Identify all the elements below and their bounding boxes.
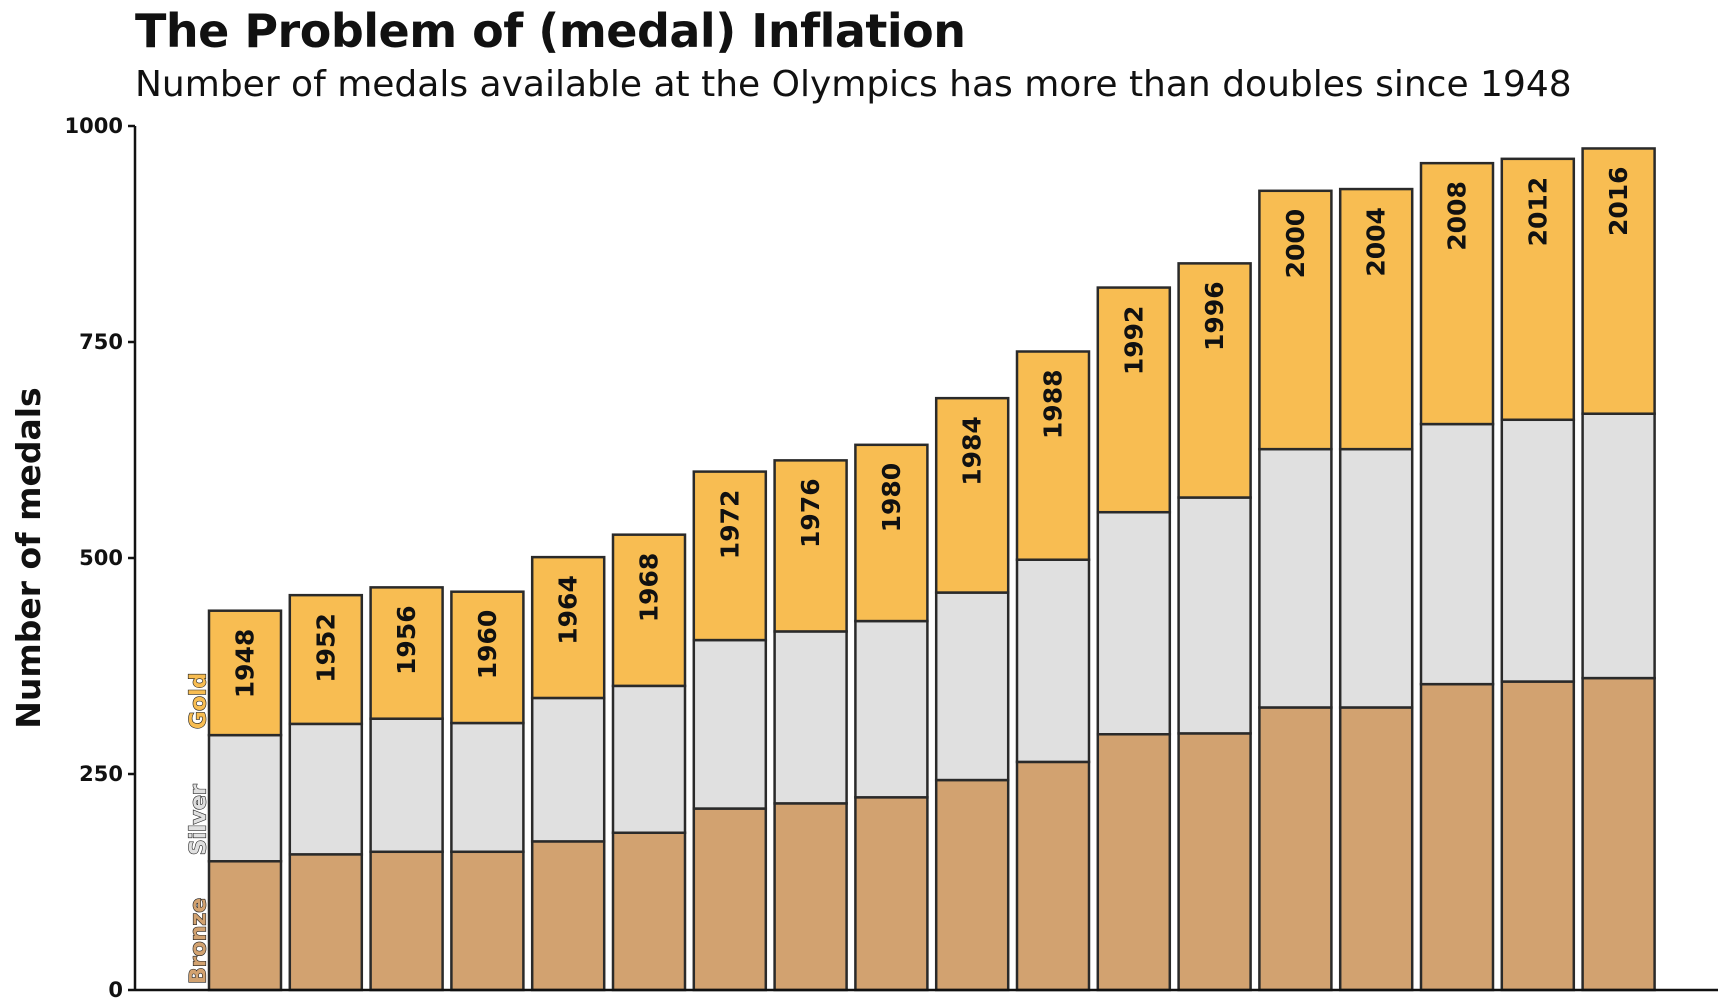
year-label-2012: 2012 [1523, 177, 1552, 247]
year-label-1964: 1964 [554, 575, 583, 645]
bar-bronze-2016 [1581, 676, 1656, 992]
bar-bronze-1948 [207, 860, 283, 992]
y-tick-label-250: 250 [79, 762, 123, 786]
bar-gold-1960 [450, 590, 525, 725]
year-label-1992: 1992 [1119, 306, 1148, 376]
bar-silver-1976 [773, 630, 848, 805]
bar-silver-1956 [369, 717, 444, 854]
year-label-2008: 2008 [1443, 181, 1472, 251]
bar-bronze-1952 [288, 853, 364, 992]
bar-gold-1980 [854, 443, 929, 623]
bar-bronze-2000 [1258, 706, 1333, 992]
year-label-1952: 1952 [311, 613, 340, 683]
bars-layer: 1948 1952 1956 1960 1964 1968 1972 1976 1980 1984… [186, 147, 1656, 992]
bar-silver-1988 [1015, 558, 1091, 764]
year-label-1976: 1976 [796, 478, 825, 548]
bar-silver-1980 [854, 619, 929, 799]
bar-gold-1992 [1096, 286, 1172, 514]
bar-bronze-2004 [1338, 706, 1414, 992]
bar-silver-2008 [1419, 422, 1495, 686]
bar-gold-1964 [530, 555, 606, 700]
bar-bronze-1976 [773, 802, 848, 992]
y-tick-label-500: 500 [79, 546, 123, 570]
bar-silver-1960 [450, 721, 525, 854]
bar-silver-1972 [692, 638, 768, 810]
bar-bronze-1956 [369, 850, 444, 992]
y-tick-label-1000: 1000 [65, 114, 123, 138]
bar-bronze-2008 [1419, 682, 1495, 992]
bar-silver-2004 [1338, 447, 1414, 709]
bar-silver-2012 [1500, 418, 1576, 683]
axes-layer: 0 250 500 750 1000 [65, 114, 1718, 1002]
bar-gold-1996 [1177, 262, 1252, 499]
bar-gold-2000 [1258, 189, 1333, 451]
bar-bronze-1984 [934, 778, 1010, 992]
bar-silver-1968 [611, 684, 687, 835]
y-tick-label-750: 750 [79, 330, 123, 354]
bar-bronze-1968 [611, 831, 687, 992]
year-label-1968: 1968 [635, 553, 664, 623]
chart-subtitle: Number of medals available at the Olympi… [135, 64, 1572, 105]
series-label-silver: Silver [187, 784, 212, 855]
year-label-1980: 1980 [877, 463, 906, 533]
year-label-1988: 1988 [1039, 370, 1068, 440]
bar-gold-1972 [692, 470, 768, 642]
bar-silver-2016 [1581, 412, 1656, 680]
bar-bronze-1972 [692, 807, 768, 992]
bar-bronze-1988 [1015, 760, 1091, 992]
bar-gold-2016 [1581, 147, 1656, 415]
bar-bronze-2012 [1500, 680, 1576, 992]
bar-silver-1948 [207, 733, 283, 863]
y-axis-label: Number of medals [9, 387, 48, 728]
bar-bronze-1996 [1177, 732, 1252, 992]
bar-gold-1948 [207, 609, 283, 737]
year-label-2004: 2004 [1362, 207, 1391, 277]
year-label-2016: 2016 [1604, 166, 1633, 236]
year-label-1984: 1984 [958, 416, 987, 486]
bar-bronze-1964 [530, 840, 606, 992]
bar-gold-2008 [1419, 161, 1495, 426]
bar-gold-1988 [1015, 350, 1091, 561]
bar-gold-1952 [288, 593, 364, 726]
bar-silver-1996 [1177, 496, 1252, 735]
chart-title: The Problem of (medal) Inflation [135, 4, 966, 58]
bar-gold-1976 [773, 459, 848, 633]
bar-bronze-1992 [1096, 733, 1172, 992]
year-label-1996: 1996 [1200, 281, 1229, 351]
y-tick-label-0: 0 [108, 978, 123, 1002]
bar-silver-2000 [1258, 447, 1333, 709]
bar-gold-1956 [369, 586, 444, 720]
year-label-1948: 1948 [231, 629, 260, 699]
year-label-1960: 1960 [473, 610, 502, 680]
series-label-gold: Gold [187, 673, 212, 729]
series-label-bronze: Bronze [187, 898, 212, 984]
bar-gold-2004 [1338, 187, 1414, 451]
year-label-2000: 2000 [1281, 209, 1310, 279]
bar-gold-1968 [611, 533, 687, 688]
bar-bronze-1960 [450, 850, 525, 992]
bar-silver-1984 [934, 591, 1010, 782]
bar-silver-1952 [288, 722, 364, 856]
year-label-1956: 1956 [392, 605, 421, 675]
bar-gold-1984 [934, 396, 1010, 594]
bar-bronze-1980 [854, 796, 929, 992]
bar-silver-1964 [530, 696, 606, 843]
bar-silver-1992 [1096, 510, 1172, 736]
bar-gold-2012 [1500, 157, 1576, 422]
year-label-1972: 1972 [715, 490, 744, 560]
